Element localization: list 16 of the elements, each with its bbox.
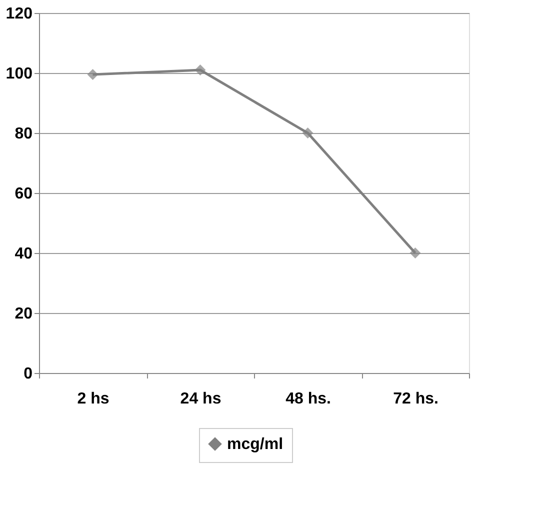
y-tick-label: 120	[6, 6, 33, 22]
point	[410, 248, 421, 258]
x-tick-label: 2 hs	[77, 390, 110, 408]
x-tick-label: 48 hs.	[286, 390, 331, 408]
y-tick-label: 20	[14, 306, 33, 322]
y-tick-label: 40	[14, 246, 33, 262]
point	[194, 64, 206, 76]
legend-label: mcg/ml	[227, 436, 284, 453]
x-tick-label: 24 hs	[180, 390, 222, 408]
y-tick-label: 100	[6, 66, 33, 82]
point	[87, 69, 98, 80]
y-tick-label: 60	[14, 186, 33, 202]
y-tick-label: 0	[24, 366, 33, 382]
x-tick-label: 72 hs.	[393, 390, 438, 408]
y-tick-label: 80	[14, 126, 33, 142]
point	[302, 128, 314, 138]
